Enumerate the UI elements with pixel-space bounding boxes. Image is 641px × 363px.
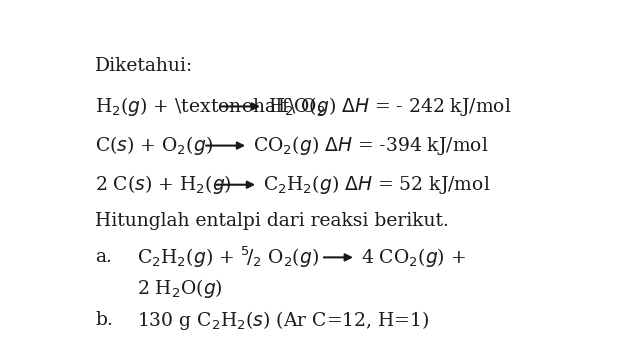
Text: C$_2$H$_2$($g$) + $^5\!/_2$ O$_2$($g$): C$_2$H$_2$($g$) + $^5\!/_2$ O$_2$($g$) [137, 245, 319, 270]
Text: 4 CO$_2$($g$) +: 4 CO$_2$($g$) + [361, 246, 466, 269]
Text: Hitunglah entalpi dari reaksi berikut.: Hitunglah entalpi dari reaksi berikut. [95, 212, 449, 230]
Text: b.: b. [95, 311, 113, 329]
Text: a.: a. [95, 248, 112, 266]
Text: 2 C($s$) + H$_2$($g$): 2 C($s$) + H$_2$($g$) [95, 173, 232, 196]
Text: C($s$) + O$_2$($g$): C($s$) + O$_2$($g$) [95, 134, 213, 157]
Text: Diketahui:: Diketahui: [95, 57, 193, 75]
Text: C$_2$H$_2$($g$) $\Delta H$ = 52 kJ/mol: C$_2$H$_2$($g$) $\Delta H$ = 52 kJ/mol [263, 173, 490, 196]
Text: CO$_2$($g$) $\Delta H$ = -394 kJ/mol: CO$_2$($g$) $\Delta H$ = -394 kJ/mol [253, 134, 488, 157]
Text: 2 H$_2$O($g$): 2 H$_2$O($g$) [137, 277, 223, 299]
Text: H$_2$($g$) + \textonehalf\ O$_2$: H$_2$($g$) + \textonehalf\ O$_2$ [95, 95, 326, 118]
Text: H$_2$O($g$) $\Delta H$ = - 242 kJ/mol: H$_2$O($g$) $\Delta H$ = - 242 kJ/mol [268, 95, 512, 118]
Text: 130 g C$_2$H$_2$($s$) (Ar C=12, H=1): 130 g C$_2$H$_2$($s$) (Ar C=12, H=1) [137, 309, 429, 332]
